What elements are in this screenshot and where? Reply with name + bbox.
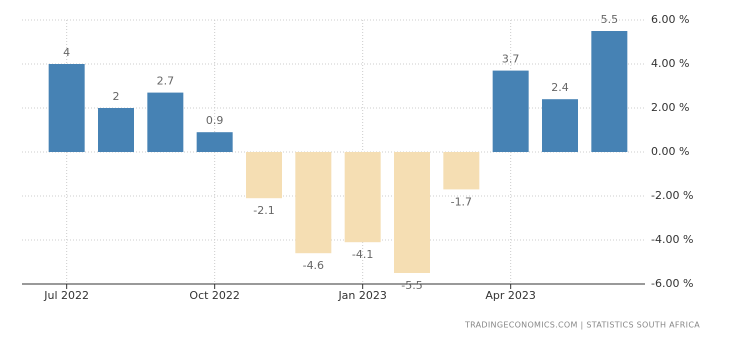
y-tick-label: 2.00 % bbox=[651, 101, 689, 114]
bar bbox=[344, 152, 381, 243]
bar bbox=[295, 152, 332, 254]
x-tick-label: Jan 2023 bbox=[337, 289, 386, 302]
source-note: TRADINGECONOMICS.COM | STATISTICS SOUTH … bbox=[464, 321, 700, 330]
value-label: -1.7 bbox=[451, 195, 472, 208]
bar bbox=[591, 31, 628, 152]
value-label: 5.5 bbox=[601, 13, 619, 26]
y-tick-label: 4.00 % bbox=[651, 57, 689, 70]
y-tick-label: -6.00 % bbox=[651, 277, 693, 290]
value-label: -2.1 bbox=[253, 204, 274, 217]
value-label: 0.9 bbox=[206, 114, 224, 127]
bar bbox=[147, 92, 184, 152]
value-label: 4 bbox=[63, 46, 70, 59]
x-tick-label: Apr 2023 bbox=[485, 289, 536, 302]
value-label: -5.5 bbox=[401, 279, 422, 292]
x-tick-label: Jul 2022 bbox=[43, 289, 89, 302]
value-label: 2.4 bbox=[551, 81, 569, 94]
value-label: 2.7 bbox=[157, 75, 175, 88]
bar bbox=[492, 70, 529, 152]
bar bbox=[246, 152, 282, 199]
x-tick-label: Oct 2022 bbox=[189, 289, 240, 302]
y-tick-label: -4.00 % bbox=[651, 233, 693, 246]
bar bbox=[98, 108, 134, 152]
y-tick-label: 0.00 % bbox=[651, 145, 689, 158]
value-label: -4.1 bbox=[352, 248, 373, 261]
bar bbox=[394, 152, 430, 273]
bar bbox=[48, 64, 85, 152]
bar bbox=[542, 99, 578, 152]
bar bbox=[443, 152, 480, 190]
value-label: 3.7 bbox=[502, 53, 520, 66]
y-tick-label: -2.00 % bbox=[651, 189, 693, 202]
value-label: -4.6 bbox=[303, 259, 324, 272]
bar bbox=[196, 132, 233, 152]
y-tick-label: 6.00 % bbox=[651, 13, 689, 26]
value-label: 2 bbox=[113, 90, 120, 103]
